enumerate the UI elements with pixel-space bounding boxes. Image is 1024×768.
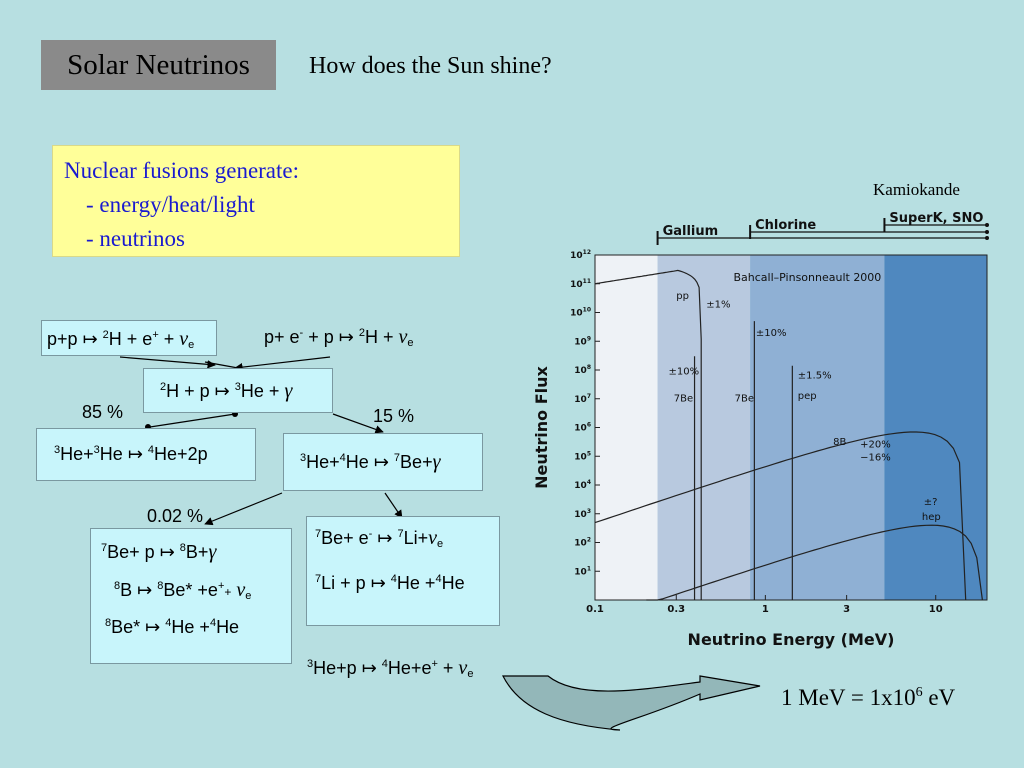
arrow-be7e [384,492,403,519]
series-8b [594,431,967,601]
arrow-002 [204,492,283,526]
curved-arrow [502,675,761,731]
slide-subtitle: How does the Sun shine? [309,53,552,79]
slide-title: Solar Neutrinos [41,40,276,90]
detector-bar-end-1 [985,230,989,234]
y-tick-label-3: 109 [574,335,591,347]
label-b8: 8B [833,437,846,448]
detector-label-2: SuperK, SNO [889,211,983,226]
region-chlorine [750,255,885,600]
fusion-item-energy: - energy/heat/light [86,192,255,217]
x-axis-label: Neutrino Energy (MeV) [688,630,895,649]
reaction-he3he3-box: 3He+3He ↦ 4He+2p [36,428,256,481]
region-gallium [657,255,751,600]
y-tick-label-10: 102 [574,537,591,549]
y-tick-label-8: 104 [574,479,591,491]
detector-bar-end-2 [985,223,989,227]
y-tick-label-0: 1012 [570,249,591,261]
energy-conversion-note: 1 MeV = 1x106 eV [781,685,956,710]
detector-label-1: Chlorine [755,218,816,233]
label-pep: pep [798,391,817,402]
fusion-info-box: Nuclear fusions generate: - energy/heat/… [52,145,460,257]
reaction-be7p-box: 7Be+ p ↦ 8B+γ 8B ↦ 8Be* +e++ νe 8Be* ↦ 4… [90,528,292,664]
branch-85: 85 % [82,402,124,422]
y-tick-label-6: 106 [574,422,591,434]
label-hep-unc: ±? [924,497,938,508]
label-be7b-unc: ±10% [756,328,787,339]
label-pep-unc: ±1.5% [798,371,832,382]
branch-002: 0.02 % [147,506,204,526]
detector-label-0: Gallium [663,224,719,239]
series-pp [594,269,702,600]
arrow-merge [204,361,239,369]
y-tick-label-1: 1011 [570,278,591,290]
arrow-pep [234,356,331,372]
reaction-pep: p+ e- + p ↦ 2H + νe [264,326,414,349]
label-b8-unc1: +20% [860,440,891,451]
y-tick-label-4: 108 [574,364,591,376]
x-tick-label-1: 0.3 [667,604,685,615]
arrow-85 [149,413,236,428]
label-be7a: 7Be [674,394,693,405]
x-tick-label-0: 0.1 [586,604,604,615]
detector-bar-end-0 [985,236,989,240]
arrow-15 [332,413,384,434]
label-b8-unc2: −16% [860,453,891,464]
y-tick-label-11: 101 [574,565,591,577]
branch-15: 15 % [373,406,415,426]
series-hep [646,524,983,601]
x-tick-label-2: 1 [762,604,769,615]
label-pp-unc: ±1% [706,299,730,310]
reaction-be7e-box: 7Be+ e- ↦ 7Li+νe 7Li + p ↦ 4He +4He [306,516,500,626]
fusion-heading: Nuclear fusions generate: [64,158,300,183]
y-tick-label-2: 1010 [570,307,591,319]
region-superk [884,255,987,600]
label-pp: pp [676,291,689,302]
label-be7a-unc: ±10% [668,366,699,377]
y-tick-label-5: 107 [574,393,591,405]
y-axis-label: Neutrino Flux [532,365,551,488]
y-tick-label-7: 105 [574,450,591,462]
reaction-pp-box: p+p ↦ 2H + e+ + νe [41,320,217,356]
model-label: Bahcall–Pinsonneault 2000 [733,271,881,284]
reaction-he3he4-box: 3He+4He ↦ 7Be+γ [283,433,483,491]
x-tick-label-4: 10 [929,604,943,615]
reaction-hep: 3He+p ↦ 4He+e+ + νe [307,657,474,680]
neutrino-flux-chart: Gallium Chlorine SuperK, SNO10121011101010… [532,211,989,649]
reaction-dp-box: 2H + p ↦ 3He + γ [143,368,333,413]
x-tick-label-3: 3 [843,604,850,615]
label-hep: hep [922,512,941,523]
arrow-pp [119,356,216,369]
fusion-item-neutrinos: - neutrinos [86,226,186,251]
y-tick-label-9: 103 [574,508,591,520]
region-below-gallium [595,255,658,600]
kamiokande-label: Kamiokande [873,180,960,199]
label-be7b: 7Be [735,394,754,405]
